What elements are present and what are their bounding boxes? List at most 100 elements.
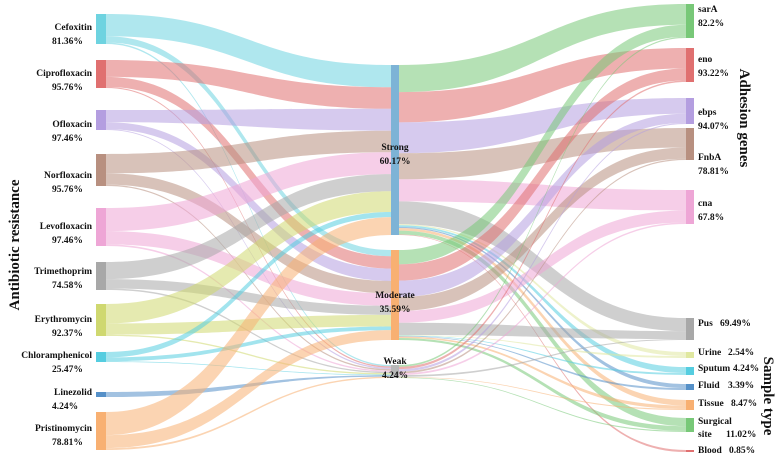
flow-link-moderate-sarA (399, 24, 686, 265)
flow-link-weak-cna (399, 222, 686, 376)
label-cip-name: Ciprofloxacin (36, 69, 92, 79)
node-bar-ofl (96, 110, 106, 130)
flow-link-lev-weak (106, 244, 391, 372)
label-tissue-name: Tissue (698, 399, 724, 409)
label-lev-name: Levofloxacin (40, 222, 93, 232)
node-bar-tissue (686, 400, 694, 410)
flow-link-ery-strong (106, 191, 391, 324)
node-bar-surgical (686, 418, 694, 432)
flow-link-ofl-strong (106, 108, 391, 131)
label-fluid-name: Fluid (698, 381, 720, 391)
label-lev-pct: 97.46% (52, 236, 83, 246)
node-bar-strong (391, 65, 399, 235)
flow-link-weak-pus (399, 339, 686, 377)
node-bar-eno (686, 48, 694, 82)
flow-link-strong-sarA (399, 4, 686, 93)
label-cef-pct: 81.36% (52, 37, 83, 47)
flow-link-pri-moderate (106, 330, 391, 449)
node-bar-chl (96, 352, 106, 362)
label-moderate-pct: 35.59% (380, 305, 411, 315)
label-pus-pct: 69.49% (720, 319, 751, 329)
label-urine-pct: 2.54% (728, 348, 754, 358)
label-cef-name: Cefoxitin (55, 23, 93, 33)
node-bar-urine (686, 352, 694, 358)
label-lin-name: Linezolid (54, 388, 93, 398)
label-ebps-name: ebps (698, 108, 717, 118)
flow-link-weak-ebps (399, 122, 686, 372)
node-bar-sputum (686, 367, 694, 375)
label-pri-name: Pristinomycin (35, 424, 93, 434)
label-moderate-name: Moderate (375, 291, 415, 301)
label-cip-pct: 95.76% (52, 83, 83, 93)
flow-link-weak-fnbA (399, 158, 686, 374)
label-strong-name: Strong (381, 143, 409, 153)
label-weak-pct: 4.24% (382, 371, 408, 381)
label-sarA-pct: 82.2% (698, 19, 724, 29)
flow-link-moderate-ebps (399, 113, 686, 297)
node-bar-pri (96, 412, 106, 450)
label-surgical-name-line2: site (698, 430, 712, 440)
flow-link-weak-eno (399, 80, 686, 370)
node-bar-ery (96, 304, 106, 336)
node-bar-nor (96, 154, 106, 186)
label-fluid-pct: 3.39% (728, 381, 754, 391)
node-bar-fluid (686, 384, 694, 390)
label-strong-pct: 60.17% (380, 157, 411, 167)
flow-link-nor-strong (106, 130, 391, 174)
node-bar-ebps (686, 98, 694, 124)
node-bar-tri (96, 262, 106, 290)
label-chl-pct: 25.47% (52, 365, 83, 375)
flow-link-moderate-tissue (399, 336, 686, 409)
flow-link-lev-strong (106, 152, 391, 232)
label-ebps-pct: 94.07% (698, 122, 729, 132)
flow-link-tri-strong (106, 174, 391, 280)
node-labels: Cefoxitin 81.36% Ciprofloxacin 95.76% Ofloxa… (21, 5, 759, 456)
flow-link-pri-strong (106, 217, 391, 436)
antibiotic-links (106, 14, 391, 450)
label-tri-name: Trimethoprim (34, 267, 92, 277)
label-sarA-name: sarA (698, 5, 718, 15)
node-bar-fnbA (686, 128, 694, 160)
label-fnbA-pct: 78.81% (698, 167, 729, 177)
node-bars (96, 4, 694, 452)
flow-link-strong-fluid (399, 226, 686, 388)
label-ofl-name: Ofloxacin (52, 120, 92, 130)
flow-link-moderate-sputum (399, 335, 686, 375)
node-bar-sarA (686, 4, 694, 38)
label-fnbA-name: FnbA (698, 153, 721, 163)
flow-link-weak-surgical (399, 377, 686, 432)
left-axis-title: Antibiotic resistance (7, 179, 23, 310)
label-pri-pct: 78.81% (52, 438, 83, 448)
label-sputum-name: Sputum (698, 364, 730, 374)
flow-link-moderate-fnbA (399, 147, 686, 311)
flow-link-weak-sarA (399, 36, 686, 367)
label-cna-name: cna (698, 199, 713, 209)
label-tri-pct: 74.58% (52, 281, 83, 291)
flow-link-moderate-surgical (399, 338, 686, 431)
node-bar-pus (686, 318, 694, 340)
flow-link-moderate-eno (399, 68, 686, 281)
flow-link-nor-weak (106, 184, 391, 371)
node-bar-cip (96, 60, 106, 88)
flow-link-chl-weak (106, 361, 391, 376)
flow-link-cef-strong (106, 14, 391, 88)
flow-link-cip-moderate (106, 76, 391, 269)
label-sputum-pct: 4.24% (733, 364, 759, 374)
flow-link-strong-urine (399, 224, 686, 356)
label-surgical-pct: 11.02% (726, 430, 756, 440)
flow-link-pri-weak (106, 376, 391, 450)
label-tissue-pct: 8.47% (731, 399, 757, 409)
label-weak-name: Weak (383, 357, 407, 367)
label-eno-pct: 93.22% (698, 69, 729, 79)
node-bar-lin (96, 392, 106, 397)
label-eno-name: eno (698, 55, 713, 65)
sample-type-title: Sample type (760, 357, 776, 436)
label-chl-name: Chloramphenicol (21, 351, 92, 361)
flow-link-strong-tissue (399, 227, 686, 406)
label-ofl-pct: 97.46% (52, 134, 83, 144)
flow-link-strong-blood (399, 234, 686, 452)
label-pus-name: Pus (698, 319, 713, 329)
flow-link-moderate-urine (399, 335, 686, 358)
node-bar-lev (96, 208, 106, 246)
